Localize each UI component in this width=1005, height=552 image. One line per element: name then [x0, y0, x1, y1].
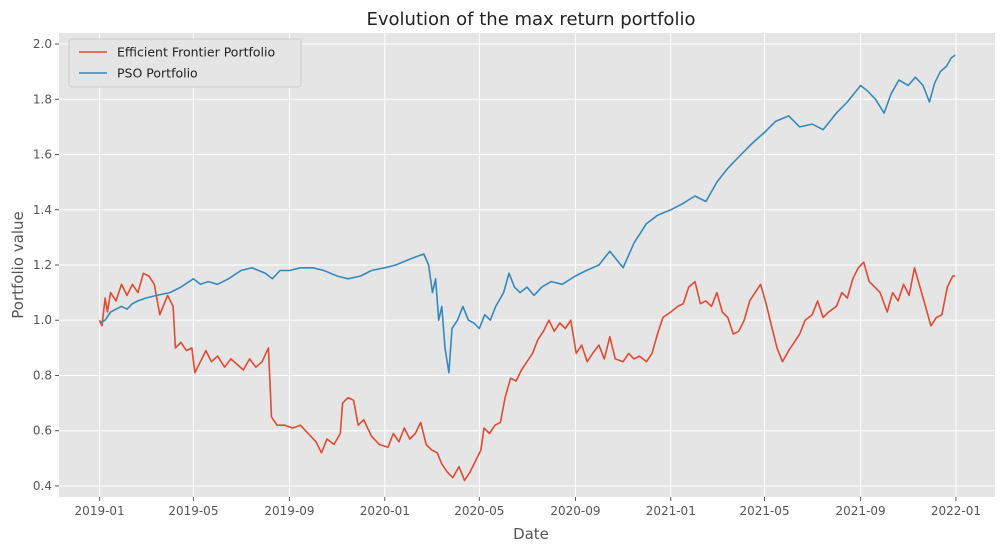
y-tick-label: 1.8 [33, 92, 52, 106]
legend-label-pso: PSO Portfolio [117, 66, 198, 81]
y-axis-label: Portfolio value [9, 211, 27, 318]
x-tick-label: 2019-01 [75, 504, 125, 518]
x-tick-label: 2019-09 [264, 504, 314, 518]
y-tick-label: 0.8 [33, 368, 52, 382]
y-axis: 0.4 0.6 0.8 1.0 1.2 1.4 1.6 1.8 2.0 [33, 37, 59, 493]
x-tick-label: 2019-05 [168, 504, 218, 518]
series-lines [98, 54, 956, 482]
x-tick-label: 2020-01 [360, 504, 410, 518]
x-tick-label: 2022-01 [931, 504, 981, 518]
legend-label-efficient-frontier: Efficient Frontier Portfolio [117, 45, 275, 60]
series-line-pso [99, 54, 956, 374]
y-gridlines [59, 43, 995, 487]
y-tick-label: 1.6 [33, 148, 52, 162]
x-axis: 2019-01 2019-05 2019-09 2020-01 2020-05 2020-… [75, 497, 981, 518]
y-tick-label: 0.4 [33, 479, 52, 493]
y-tick-label: 1.4 [33, 203, 52, 217]
y-tick-label: 2.0 [33, 37, 52, 51]
x-tick-label: 2021-01 [646, 504, 696, 518]
y-tick-label: 0.6 [33, 424, 52, 438]
chart-title: Evolution of the max return portfolio [367, 9, 696, 30]
x-axis-label: Date [513, 525, 549, 543]
x-tick-label: 2020-05 [454, 504, 504, 518]
x-tick-label: 2021-05 [739, 504, 789, 518]
legend-box [68, 38, 302, 88]
series-line-efficient-frontier [98, 261, 956, 482]
x-tick-label: 2021-09 [836, 504, 886, 518]
y-tick-label: 1.0 [33, 313, 52, 327]
x-tick-label: 2020-09 [550, 504, 600, 518]
legend: Efficient Frontier Portfolio PSO Portfol… [68, 38, 302, 88]
y-tick-label: 1.2 [33, 258, 52, 272]
